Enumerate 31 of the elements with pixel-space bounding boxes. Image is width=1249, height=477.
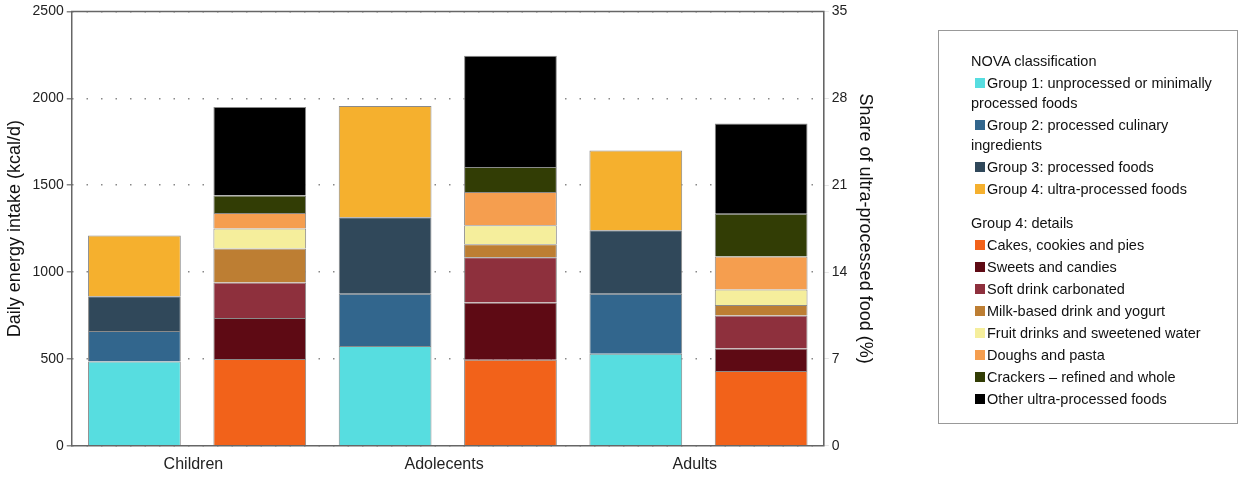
y2-tick-label: 7 [831, 349, 840, 366]
legend-label: Other ultra-processed foods [987, 391, 1167, 407]
y2-tick-label: 14 [831, 262, 848, 279]
y-tick-label: 2000 [32, 89, 64, 106]
x-tick-label: Children [163, 454, 224, 472]
legend-label: Sweets and candies [987, 259, 1117, 275]
y2-tick-label: 0 [831, 436, 840, 453]
y-tick-label: 500 [40, 349, 64, 366]
legend-label: Group 1: unprocessed or minimally processed foods [971, 75, 1212, 111]
y2-axis-title: Share of ultra-processed food (%) [856, 93, 877, 364]
y-axis-title: Daily energy intake (kcal/d) [3, 120, 24, 338]
legend-label: Group 2: processed culinary ingredients [971, 117, 1169, 153]
legend-label: Crackers – refined and whole [987, 369, 1176, 385]
y2-tick-label: 28 [831, 89, 848, 106]
y-tick-label: 1500 [32, 176, 64, 193]
text: Group 4: details [971, 215, 1074, 231]
y-tick-label: 1000 [32, 262, 64, 279]
legend-label: Group 3: processed foods [987, 159, 1154, 175]
y-tick-label: 0 [55, 436, 64, 453]
y-tick-label: 2500 [32, 2, 64, 19]
legend-label: Soft drink carbonated [987, 281, 1125, 297]
legend-label: Cakes, cookies and pies [987, 237, 1145, 253]
y2-tick-label: 35 [831, 2, 848, 19]
legend-label: Group 4: ultra-processed foods [987, 181, 1187, 197]
x-tick-label: Adults [672, 454, 718, 472]
legend-label: Doughs and pasta [987, 347, 1105, 363]
text: NOVA classification [971, 53, 1097, 69]
y2-tick-label: 21 [831, 176, 848, 193]
x-tick-label: Adolecents [404, 454, 484, 472]
legend-label: Milk-based drink and yogurt [987, 303, 1166, 319]
legend-label: Fruit drinks and sweetened water [987, 325, 1201, 341]
